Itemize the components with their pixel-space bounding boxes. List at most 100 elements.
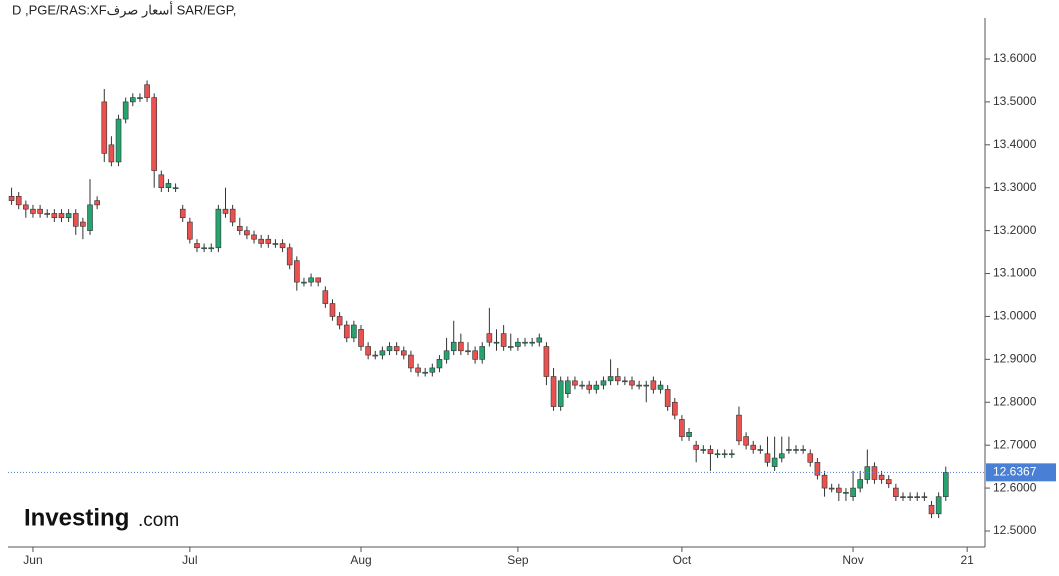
candle-body xyxy=(729,453,735,456)
candle-body xyxy=(108,144,115,163)
candle-body xyxy=(379,350,386,356)
candle-body xyxy=(814,462,821,476)
y-tick-label: 12.9000 xyxy=(993,352,1037,366)
candle-body xyxy=(707,449,714,455)
y-tick-label: 12.8000 xyxy=(993,394,1037,408)
last-price-label: 12.6367 xyxy=(993,465,1037,479)
candle-body xyxy=(807,453,814,463)
candle-body xyxy=(928,504,935,515)
candle-body xyxy=(415,367,421,373)
candle-body xyxy=(679,419,685,437)
candle-body xyxy=(821,474,828,489)
candle-body xyxy=(122,101,129,120)
candle-body xyxy=(543,346,550,377)
watermark-suffix: .com xyxy=(138,510,179,531)
candle-body xyxy=(80,221,86,227)
candle-body xyxy=(400,350,407,356)
candle-body xyxy=(593,384,600,390)
candle-body xyxy=(907,496,913,498)
candle-body xyxy=(700,449,707,451)
candle-body xyxy=(72,213,79,227)
candle-body xyxy=(586,384,593,390)
candle-body xyxy=(137,97,143,99)
candle-body xyxy=(942,472,949,497)
candle-body xyxy=(144,84,150,98)
candle-body xyxy=(265,238,272,244)
candle-body xyxy=(522,341,528,344)
candle-body xyxy=(664,389,671,407)
candle-body xyxy=(607,376,614,382)
candle-body xyxy=(258,238,264,244)
candle-body xyxy=(850,487,856,497)
candle-body xyxy=(864,466,871,480)
candle-body xyxy=(65,213,72,219)
candle-body xyxy=(643,384,650,387)
candle-body xyxy=(479,346,486,360)
candle-body xyxy=(94,200,100,206)
candle-body xyxy=(422,371,428,374)
candle-body xyxy=(151,97,157,171)
candle-body xyxy=(179,208,186,219)
candle-body xyxy=(472,350,478,360)
candle-body xyxy=(750,444,757,450)
candle-body xyxy=(408,354,414,369)
candle-body xyxy=(465,350,471,353)
candle-body xyxy=(115,118,122,163)
candle-body xyxy=(843,492,849,494)
candle-body xyxy=(158,174,165,189)
candle-body xyxy=(187,221,193,240)
candle-body xyxy=(857,479,863,489)
candle-body xyxy=(614,376,621,382)
candle-body xyxy=(172,187,179,190)
candle-body xyxy=(572,380,578,386)
x-tick-label: 21 xyxy=(960,553,974,567)
candle-body xyxy=(657,384,664,390)
candle-body xyxy=(557,380,564,407)
watermark-brand: Investing xyxy=(24,504,129,531)
candle-body xyxy=(329,303,336,317)
candle-body xyxy=(44,213,51,215)
candle-body xyxy=(650,380,657,390)
y-tick-label: 13.6000 xyxy=(993,51,1037,65)
candle-body xyxy=(450,341,457,352)
candle-body xyxy=(165,183,172,189)
candle-body xyxy=(301,281,307,284)
candle-body xyxy=(714,453,721,456)
candle-body xyxy=(493,341,500,344)
candle-body xyxy=(622,380,628,383)
candle-body xyxy=(351,324,357,339)
candle-body xyxy=(914,496,921,498)
candle-body xyxy=(757,449,764,451)
candle-body xyxy=(130,97,136,103)
candle-body xyxy=(671,401,678,416)
candle-body xyxy=(37,208,43,214)
candle-body xyxy=(800,449,806,451)
candle-body xyxy=(201,247,207,250)
candle-body xyxy=(322,290,329,304)
candle-body xyxy=(507,346,514,348)
candle-body xyxy=(429,367,436,373)
y-tick-label: 13.3000 xyxy=(993,180,1037,194)
candle-body xyxy=(8,195,15,201)
x-tick-label: Oct xyxy=(673,553,692,567)
candle-body xyxy=(358,329,364,347)
candle-body xyxy=(515,341,521,347)
y-tick-label: 13.2000 xyxy=(993,223,1037,237)
candle-body xyxy=(236,226,243,231)
candle-body xyxy=(393,346,400,352)
candle-body xyxy=(536,337,543,343)
candle-body xyxy=(443,350,450,360)
candle-body xyxy=(721,453,728,456)
candle-body xyxy=(529,341,535,344)
y-tick-label: 13.1000 xyxy=(993,266,1037,280)
candle-body xyxy=(885,479,892,485)
y-tick-label: 13.5000 xyxy=(993,94,1037,108)
candle-body xyxy=(215,208,222,249)
x-tick-label: Nov xyxy=(842,553,863,567)
candle-body xyxy=(343,324,350,339)
candle-body xyxy=(336,316,343,326)
candle-body xyxy=(743,436,749,446)
candle-body xyxy=(372,354,379,357)
candle-body xyxy=(871,466,878,480)
